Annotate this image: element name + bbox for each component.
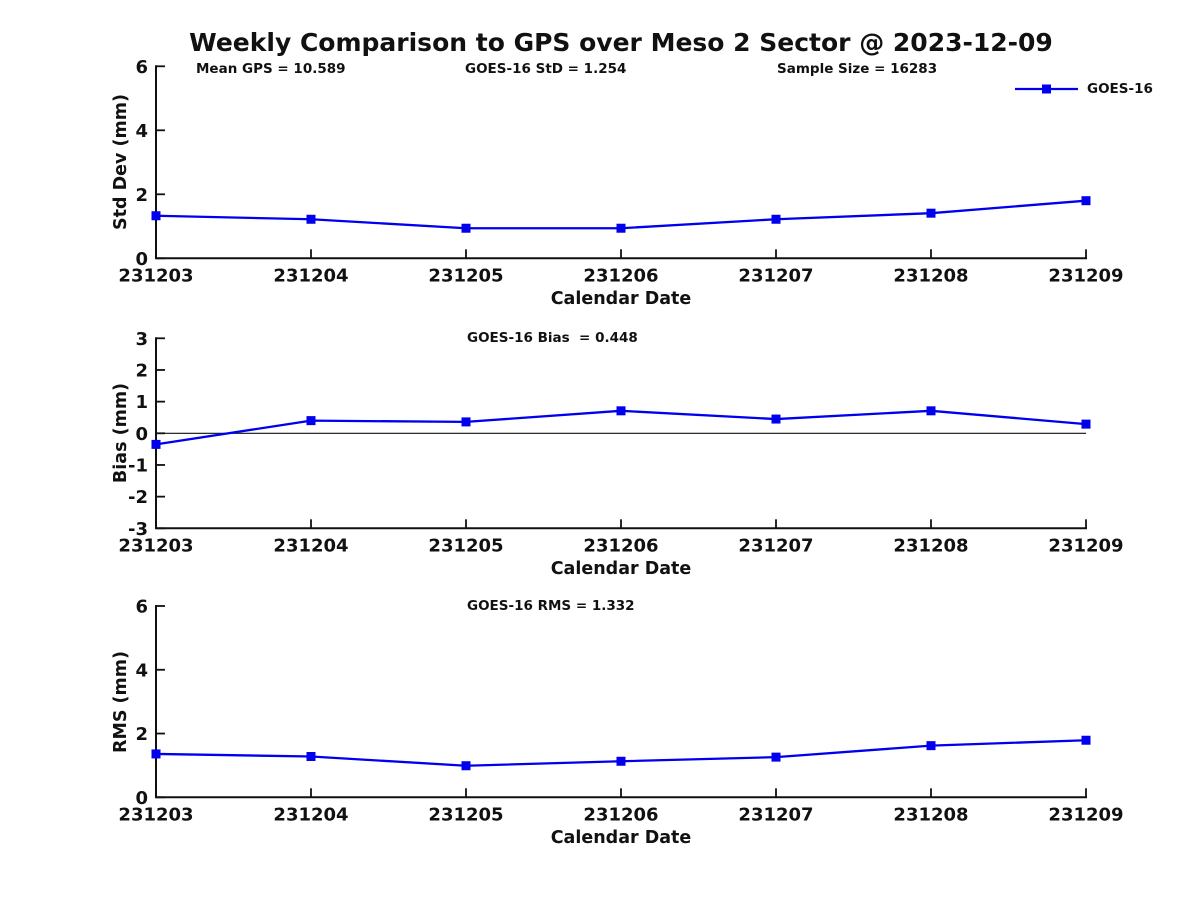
figure-title: Weekly Comparison to GPS over Meso 2 Sec… <box>189 28 1053 57</box>
y-tick-label-1-1: 1 <box>135 392 148 413</box>
y-tick-label-0-4: 4 <box>135 121 148 142</box>
x-tick-label-2-5: 231208 <box>893 804 968 825</box>
y-tick-label-1-2: 2 <box>135 360 148 381</box>
marker-0-GOES-16-1 <box>306 214 316 224</box>
marker-0-GOES-16-2 <box>461 223 471 233</box>
legend-line-marker-icon <box>1015 84 1078 94</box>
x-tick-label-1-1: 231204 <box>273 535 348 556</box>
marker-2-GOES-16-0 <box>151 749 161 759</box>
y-tick-label-1-0: 0 <box>135 424 148 445</box>
marker-2-GOES-16-5 <box>926 741 936 751</box>
marker-0-GOES-16-0 <box>151 211 161 221</box>
marker-0-GOES-16-5 <box>926 208 936 218</box>
marker-0-GOES-16-6 <box>1081 196 1091 206</box>
marker-1-GOES-16-2 <box>461 417 471 427</box>
y-tick-label-2-6: 6 <box>135 597 148 618</box>
x-tick-label-2-1: 231204 <box>273 804 348 825</box>
y-tick-label-1--3: -3 <box>128 519 148 540</box>
x-tick-label-1-5: 231208 <box>893 535 968 556</box>
marker-0-GOES-16-4 <box>771 214 781 224</box>
x-tick-label-1-4: 231207 <box>738 535 813 556</box>
marker-1-GOES-16-1 <box>306 416 316 426</box>
annotation-goes16-bias: GOES-16 Bias = 0.448 <box>467 330 638 346</box>
marker-1-GOES-16-5 <box>926 406 936 416</box>
annotation-goes16-rms: GOES-16 RMS = 1.332 <box>467 598 635 614</box>
x-tick-label-2-3: 231206 <box>583 804 658 825</box>
x-tick-label-1-0: 231203 <box>118 535 193 556</box>
axes-2 <box>155 605 1087 799</box>
x-tick-label-0-2: 231205 <box>428 265 503 286</box>
marker-2-GOES-16-2 <box>461 761 471 771</box>
x-tick-label-0-0: 231203 <box>118 265 193 286</box>
x-tick-label-0-3: 231206 <box>583 265 658 286</box>
x-tick-label-1-6: 231209 <box>1048 535 1123 556</box>
x-axis-label-stddev: Calendar Date <box>550 289 692 309</box>
marker-0-GOES-16-3 <box>616 223 626 233</box>
annotation-sample-size: Sample Size = 16283 <box>777 61 938 77</box>
marker-1-GOES-16-3 <box>616 406 626 416</box>
x-axis-label-bias: Calendar Date <box>550 559 692 579</box>
y-tick-label-0-0: 0 <box>135 249 148 270</box>
y-tick-label-2-2: 2 <box>135 724 148 745</box>
y-tick-label-1--2: -2 <box>128 487 148 508</box>
x-axis-label-rms: Calendar Date <box>550 828 692 848</box>
legend-label: GOES-16 <box>1087 81 1153 97</box>
series-line-1-GOES-16 <box>155 409 1087 446</box>
x-tick-label-1-3: 231206 <box>583 535 658 556</box>
x-tick-label-0-5: 231208 <box>893 265 968 286</box>
marker-2-GOES-16-3 <box>616 756 626 766</box>
x-tick-label-0-1: 231204 <box>273 265 348 286</box>
annotation-goes16-std: GOES-16 StD = 1.254 <box>465 61 627 77</box>
x-tick-label-2-4: 231207 <box>738 804 813 825</box>
legend: GOES-16 <box>1014 81 1153 97</box>
annotation-mean-gps: Mean GPS = 10.589 <box>196 61 346 77</box>
x-tick-label-2-2: 231205 <box>428 804 503 825</box>
y-tick-label-0-6: 6 <box>135 57 148 78</box>
x-tick-label-2-0: 231203 <box>118 804 193 825</box>
y-tick-label-2-4: 4 <box>135 660 148 681</box>
marker-2-GOES-16-1 <box>306 751 316 761</box>
marker-2-GOES-16-6 <box>1081 735 1091 745</box>
x-tick-label-2-6: 231209 <box>1048 804 1123 825</box>
y-tick-label-1--1: -1 <box>128 455 148 476</box>
y-tick-label-2-0: 0 <box>135 788 148 809</box>
marker-2-GOES-16-4 <box>771 752 781 762</box>
y-tick-label-1-3: 3 <box>135 329 148 350</box>
marker-1-GOES-16-6 <box>1081 419 1091 429</box>
marker-1-GOES-16-4 <box>771 414 781 424</box>
y-tick-label-0-2: 2 <box>135 185 148 206</box>
x-tick-label-0-4: 231207 <box>738 265 813 286</box>
x-tick-label-1-2: 231205 <box>428 535 503 556</box>
x-tick-label-0-6: 231209 <box>1048 265 1123 286</box>
marker-1-GOES-16-0 <box>151 439 161 449</box>
